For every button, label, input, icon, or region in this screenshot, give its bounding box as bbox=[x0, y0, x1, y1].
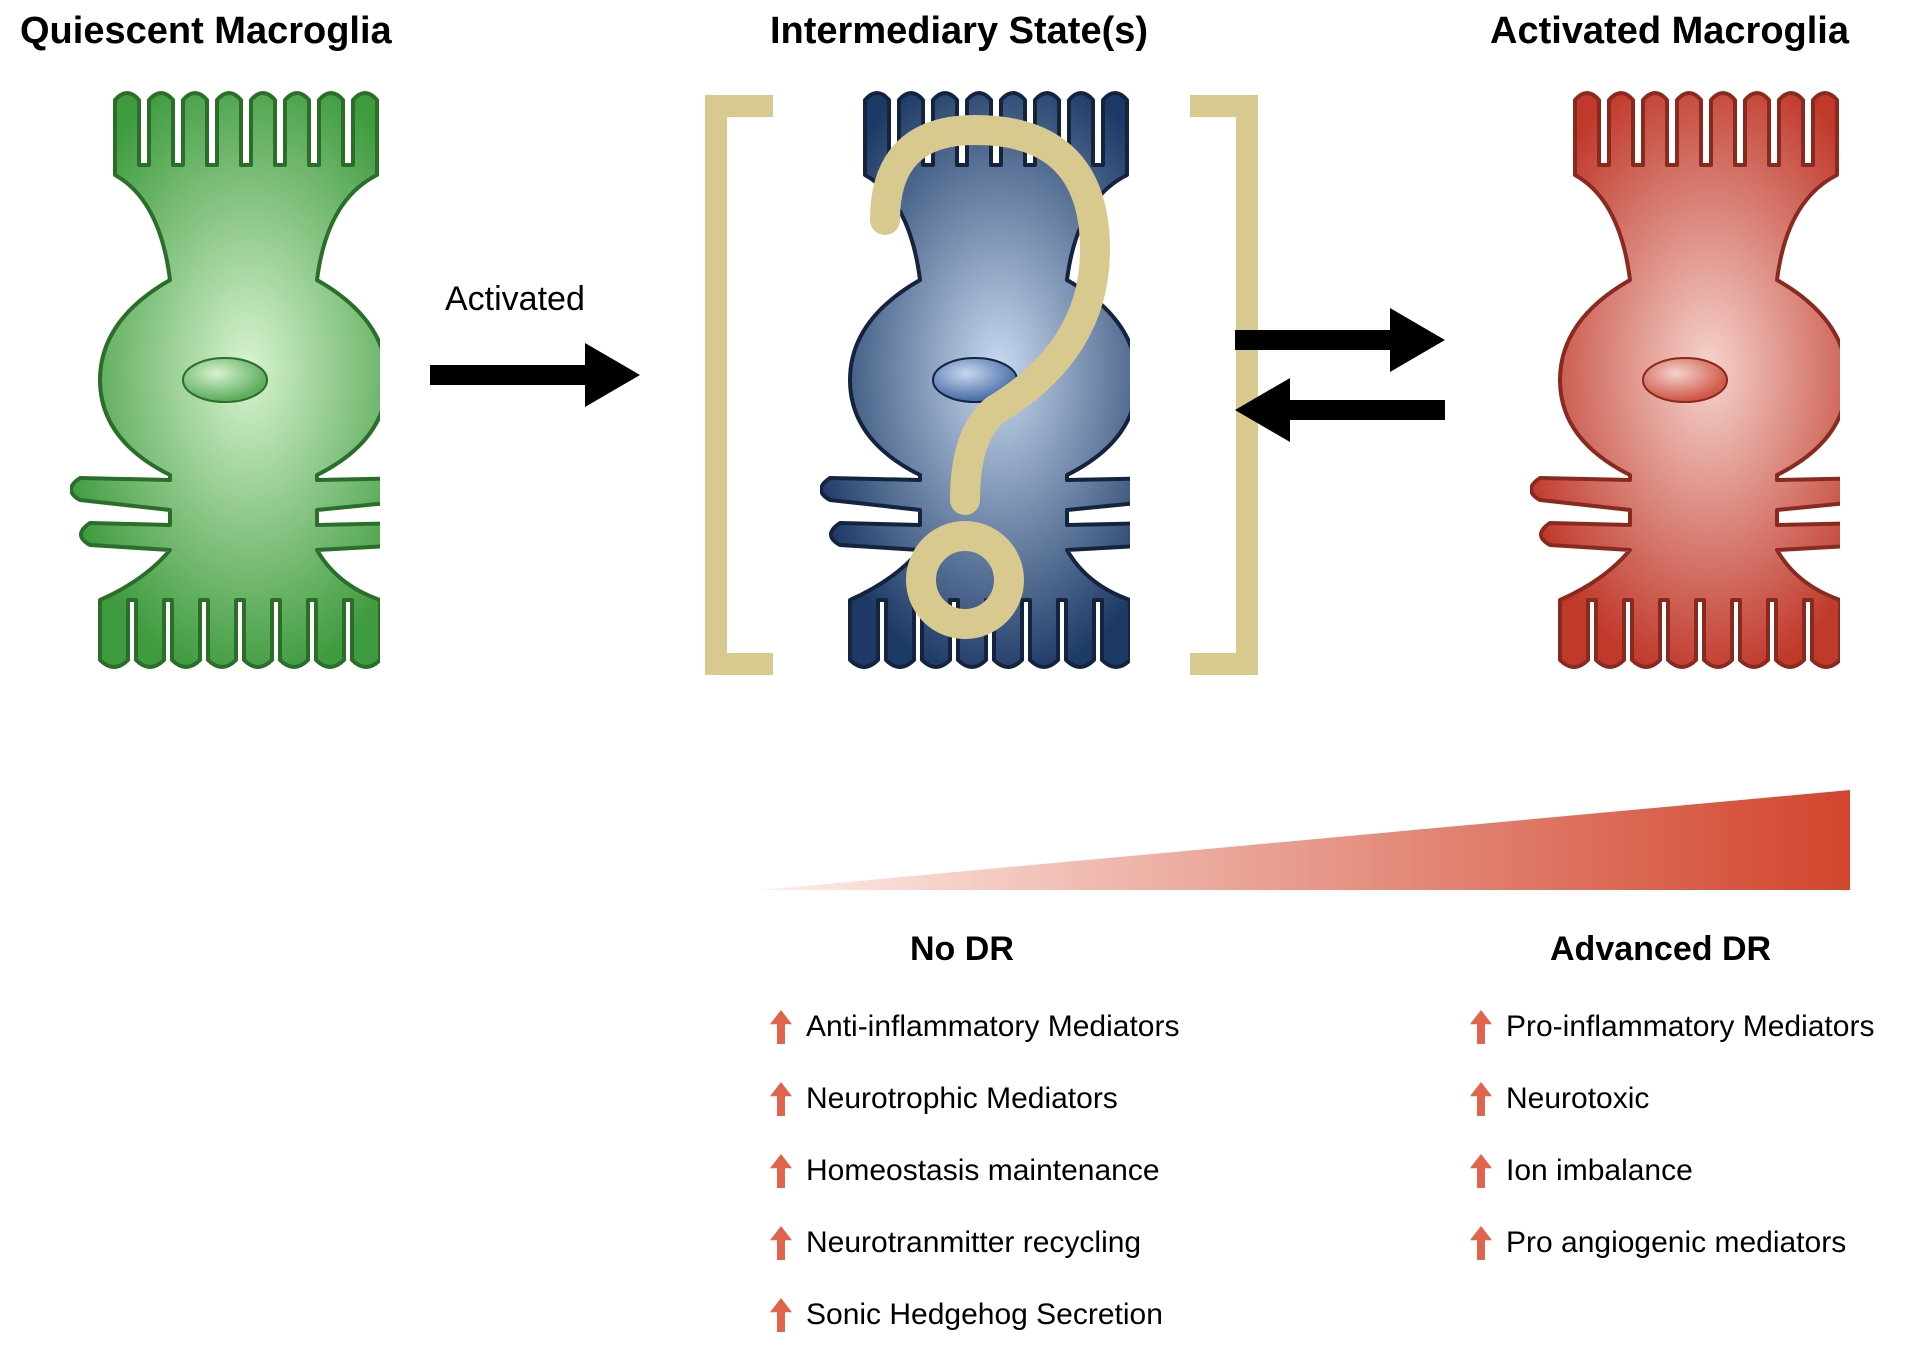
arrow-activated-label: Activated bbox=[445, 280, 585, 319]
list-item: Ion imbalance bbox=[1470, 1144, 1874, 1198]
list-no-dr: Anti-inflammatory Mediators Neurotrophic… bbox=[770, 1000, 1179, 1360]
up-arrow-icon bbox=[770, 1154, 792, 1188]
up-arrow-icon bbox=[1470, 1082, 1492, 1116]
list-item: Neurotranmitter recycling bbox=[770, 1216, 1179, 1270]
diagram-container: Quiescent Macroglia Intermediary State(s… bbox=[0, 0, 1920, 1348]
list-item-text: Neurotoxic bbox=[1506, 1082, 1649, 1116]
list-item-text: Pro-inflammatory Mediators bbox=[1506, 1010, 1874, 1044]
up-arrow-icon bbox=[770, 1298, 792, 1332]
list-item: Pro-inflammatory Mediators bbox=[1470, 1000, 1874, 1054]
up-arrow-icon bbox=[1470, 1010, 1492, 1044]
cell-quiescent bbox=[70, 80, 380, 680]
list-item-text: Neurotrophic Mediators bbox=[806, 1082, 1118, 1116]
bracket-left bbox=[705, 95, 773, 675]
severity-gradient-icon bbox=[760, 790, 1850, 890]
title-activated: Activated Macroglia bbox=[1490, 10, 1849, 53]
arrow-activated bbox=[390, 335, 680, 415]
up-arrow-icon bbox=[1470, 1226, 1492, 1260]
list-item-text: Anti-inflammatory Mediators bbox=[806, 1010, 1179, 1044]
question-mark-icon bbox=[815, 100, 1135, 700]
list-advanced-dr: Pro-inflammatory Mediators Neurotoxic Io… bbox=[1470, 1000, 1874, 1288]
list-item: Homeostasis maintenance bbox=[770, 1144, 1179, 1198]
arrow-bidirectional bbox=[1195, 300, 1485, 450]
list-item: Neurotoxic bbox=[1470, 1072, 1874, 1126]
list-item-text: Ion imbalance bbox=[1506, 1154, 1693, 1188]
title-quiescent: Quiescent Macroglia bbox=[20, 10, 392, 53]
up-arrow-icon bbox=[770, 1226, 792, 1260]
list-item-text: Sonic Hedgehog Secretion bbox=[806, 1298, 1163, 1332]
list-item-text: Pro angiogenic mediators bbox=[1506, 1226, 1846, 1260]
list-item: Pro angiogenic mediators bbox=[1470, 1216, 1874, 1270]
up-arrow-icon bbox=[770, 1010, 792, 1044]
column-title-advanced-dr: Advanced DR bbox=[1550, 930, 1771, 969]
column-title-no-dr: No DR bbox=[910, 930, 1014, 969]
list-item: Neurotrophic Mediators bbox=[770, 1072, 1179, 1126]
title-intermediary: Intermediary State(s) bbox=[770, 10, 1148, 53]
list-item: Sonic Hedgehog Secretion bbox=[770, 1288, 1179, 1342]
list-item-text: Homeostasis maintenance bbox=[806, 1154, 1160, 1188]
up-arrow-icon bbox=[1470, 1154, 1492, 1188]
list-item-text: Neurotranmitter recycling bbox=[806, 1226, 1141, 1260]
up-arrow-icon bbox=[770, 1082, 792, 1116]
list-item: Anti-inflammatory Mediators bbox=[770, 1000, 1179, 1054]
cell-activated bbox=[1530, 80, 1840, 680]
